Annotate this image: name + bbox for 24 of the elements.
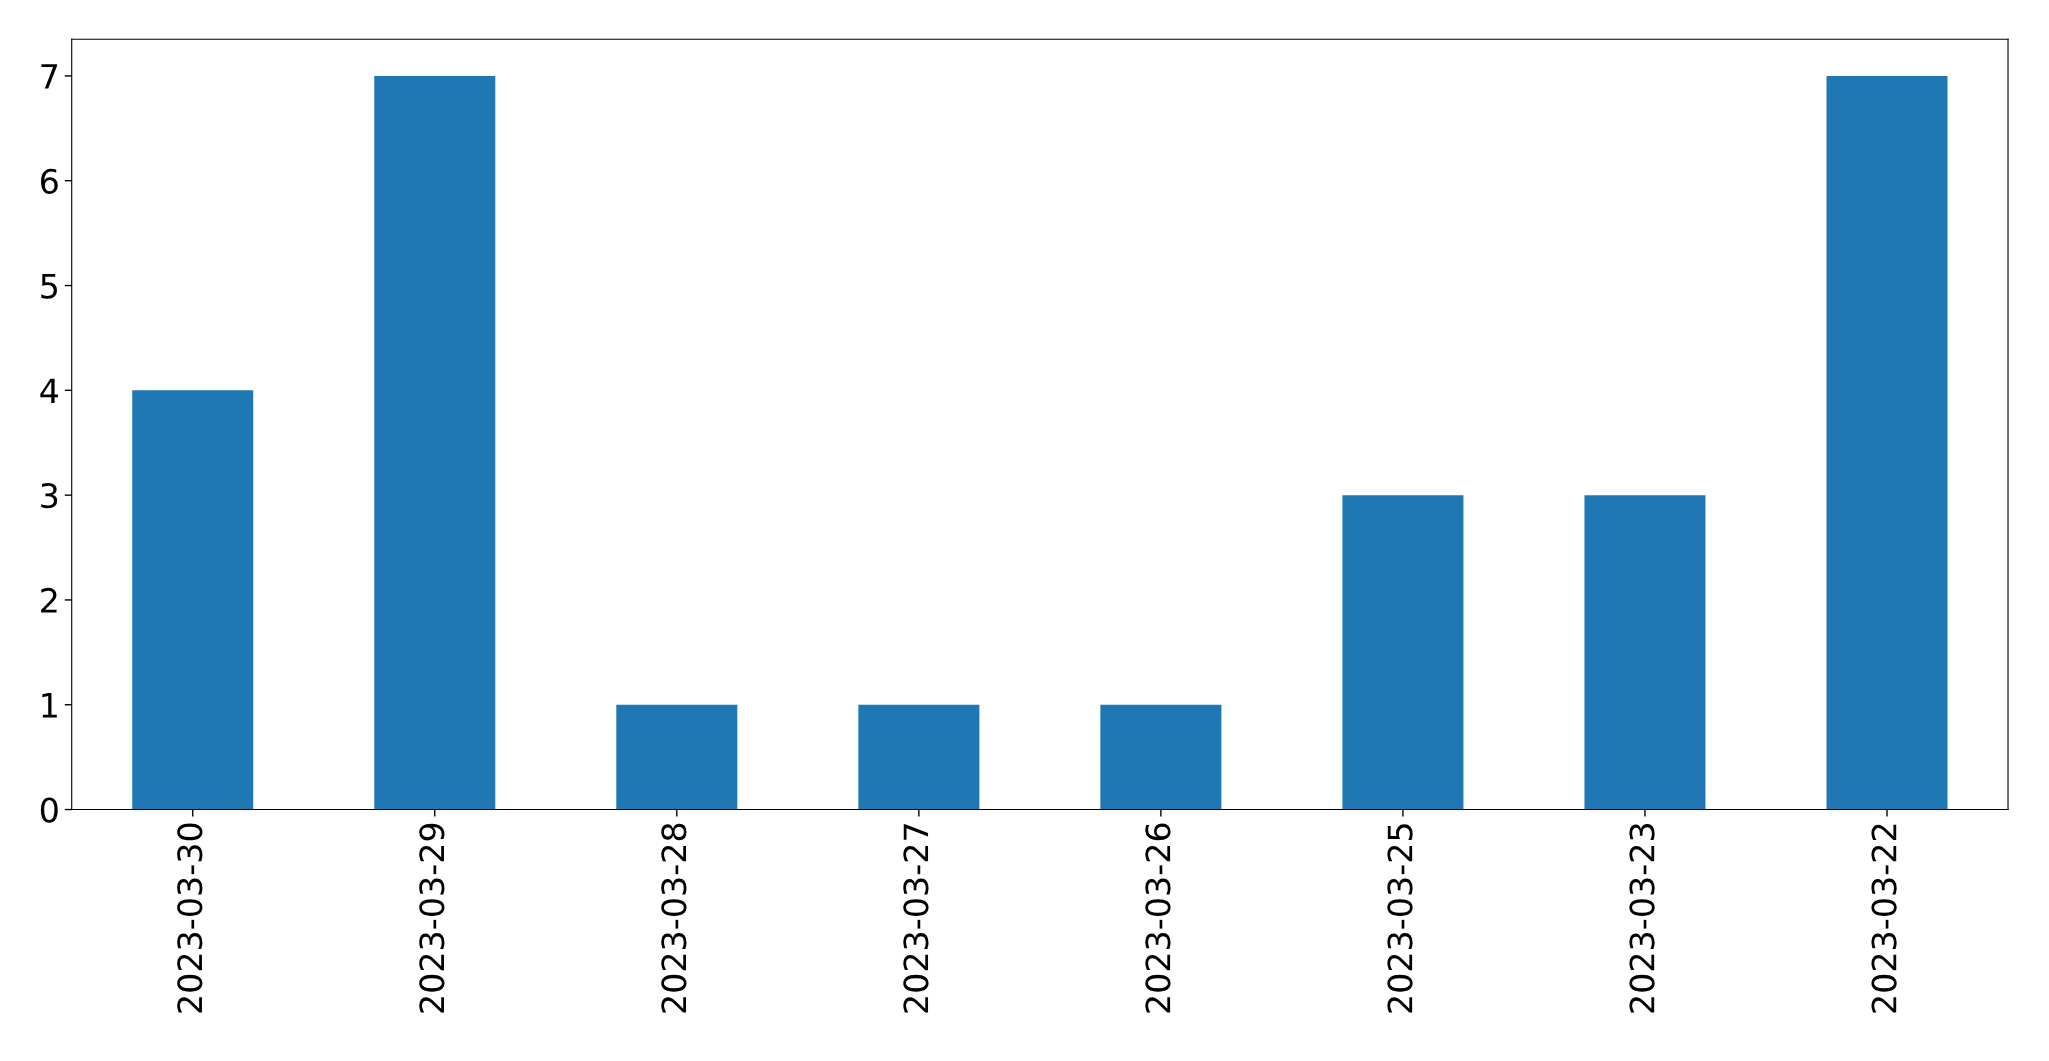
bar (132, 390, 254, 810)
x-tick-label: 2023-03-30 (177, 823, 203, 1013)
bar (616, 704, 738, 810)
bar (1100, 704, 1222, 810)
y-tick-label: 6 (41, 168, 58, 194)
x-tick-label: 2023-03-25 (1387, 824, 1413, 1013)
y-tick-label: 7 (41, 64, 58, 89)
y-tick-label: 5 (41, 273, 57, 299)
x-tick-label: 2023-03-23 (1629, 824, 1655, 1013)
x-tick-label: 2023-03-26 (1145, 823, 1171, 1013)
x-tick-label: 2023-03-29 (419, 823, 445, 1013)
bar (1826, 75, 1948, 810)
x-tick-label: 2023-03-28 (661, 823, 687, 1013)
y-tick-label: 1 (42, 693, 57, 718)
bar (374, 75, 496, 810)
bar (1584, 495, 1706, 810)
x-tick-label: 2023-03-27 (903, 824, 929, 1013)
bar (1342, 495, 1464, 810)
y-tick-label: 3 (41, 483, 58, 509)
bar (858, 704, 980, 810)
y-tick-label: 2 (41, 587, 57, 613)
x-tick-label: 2023-03-22 (1871, 824, 1897, 1013)
y-tick-label: 4 (40, 378, 59, 403)
y-tick-label: 0 (40, 797, 58, 823)
